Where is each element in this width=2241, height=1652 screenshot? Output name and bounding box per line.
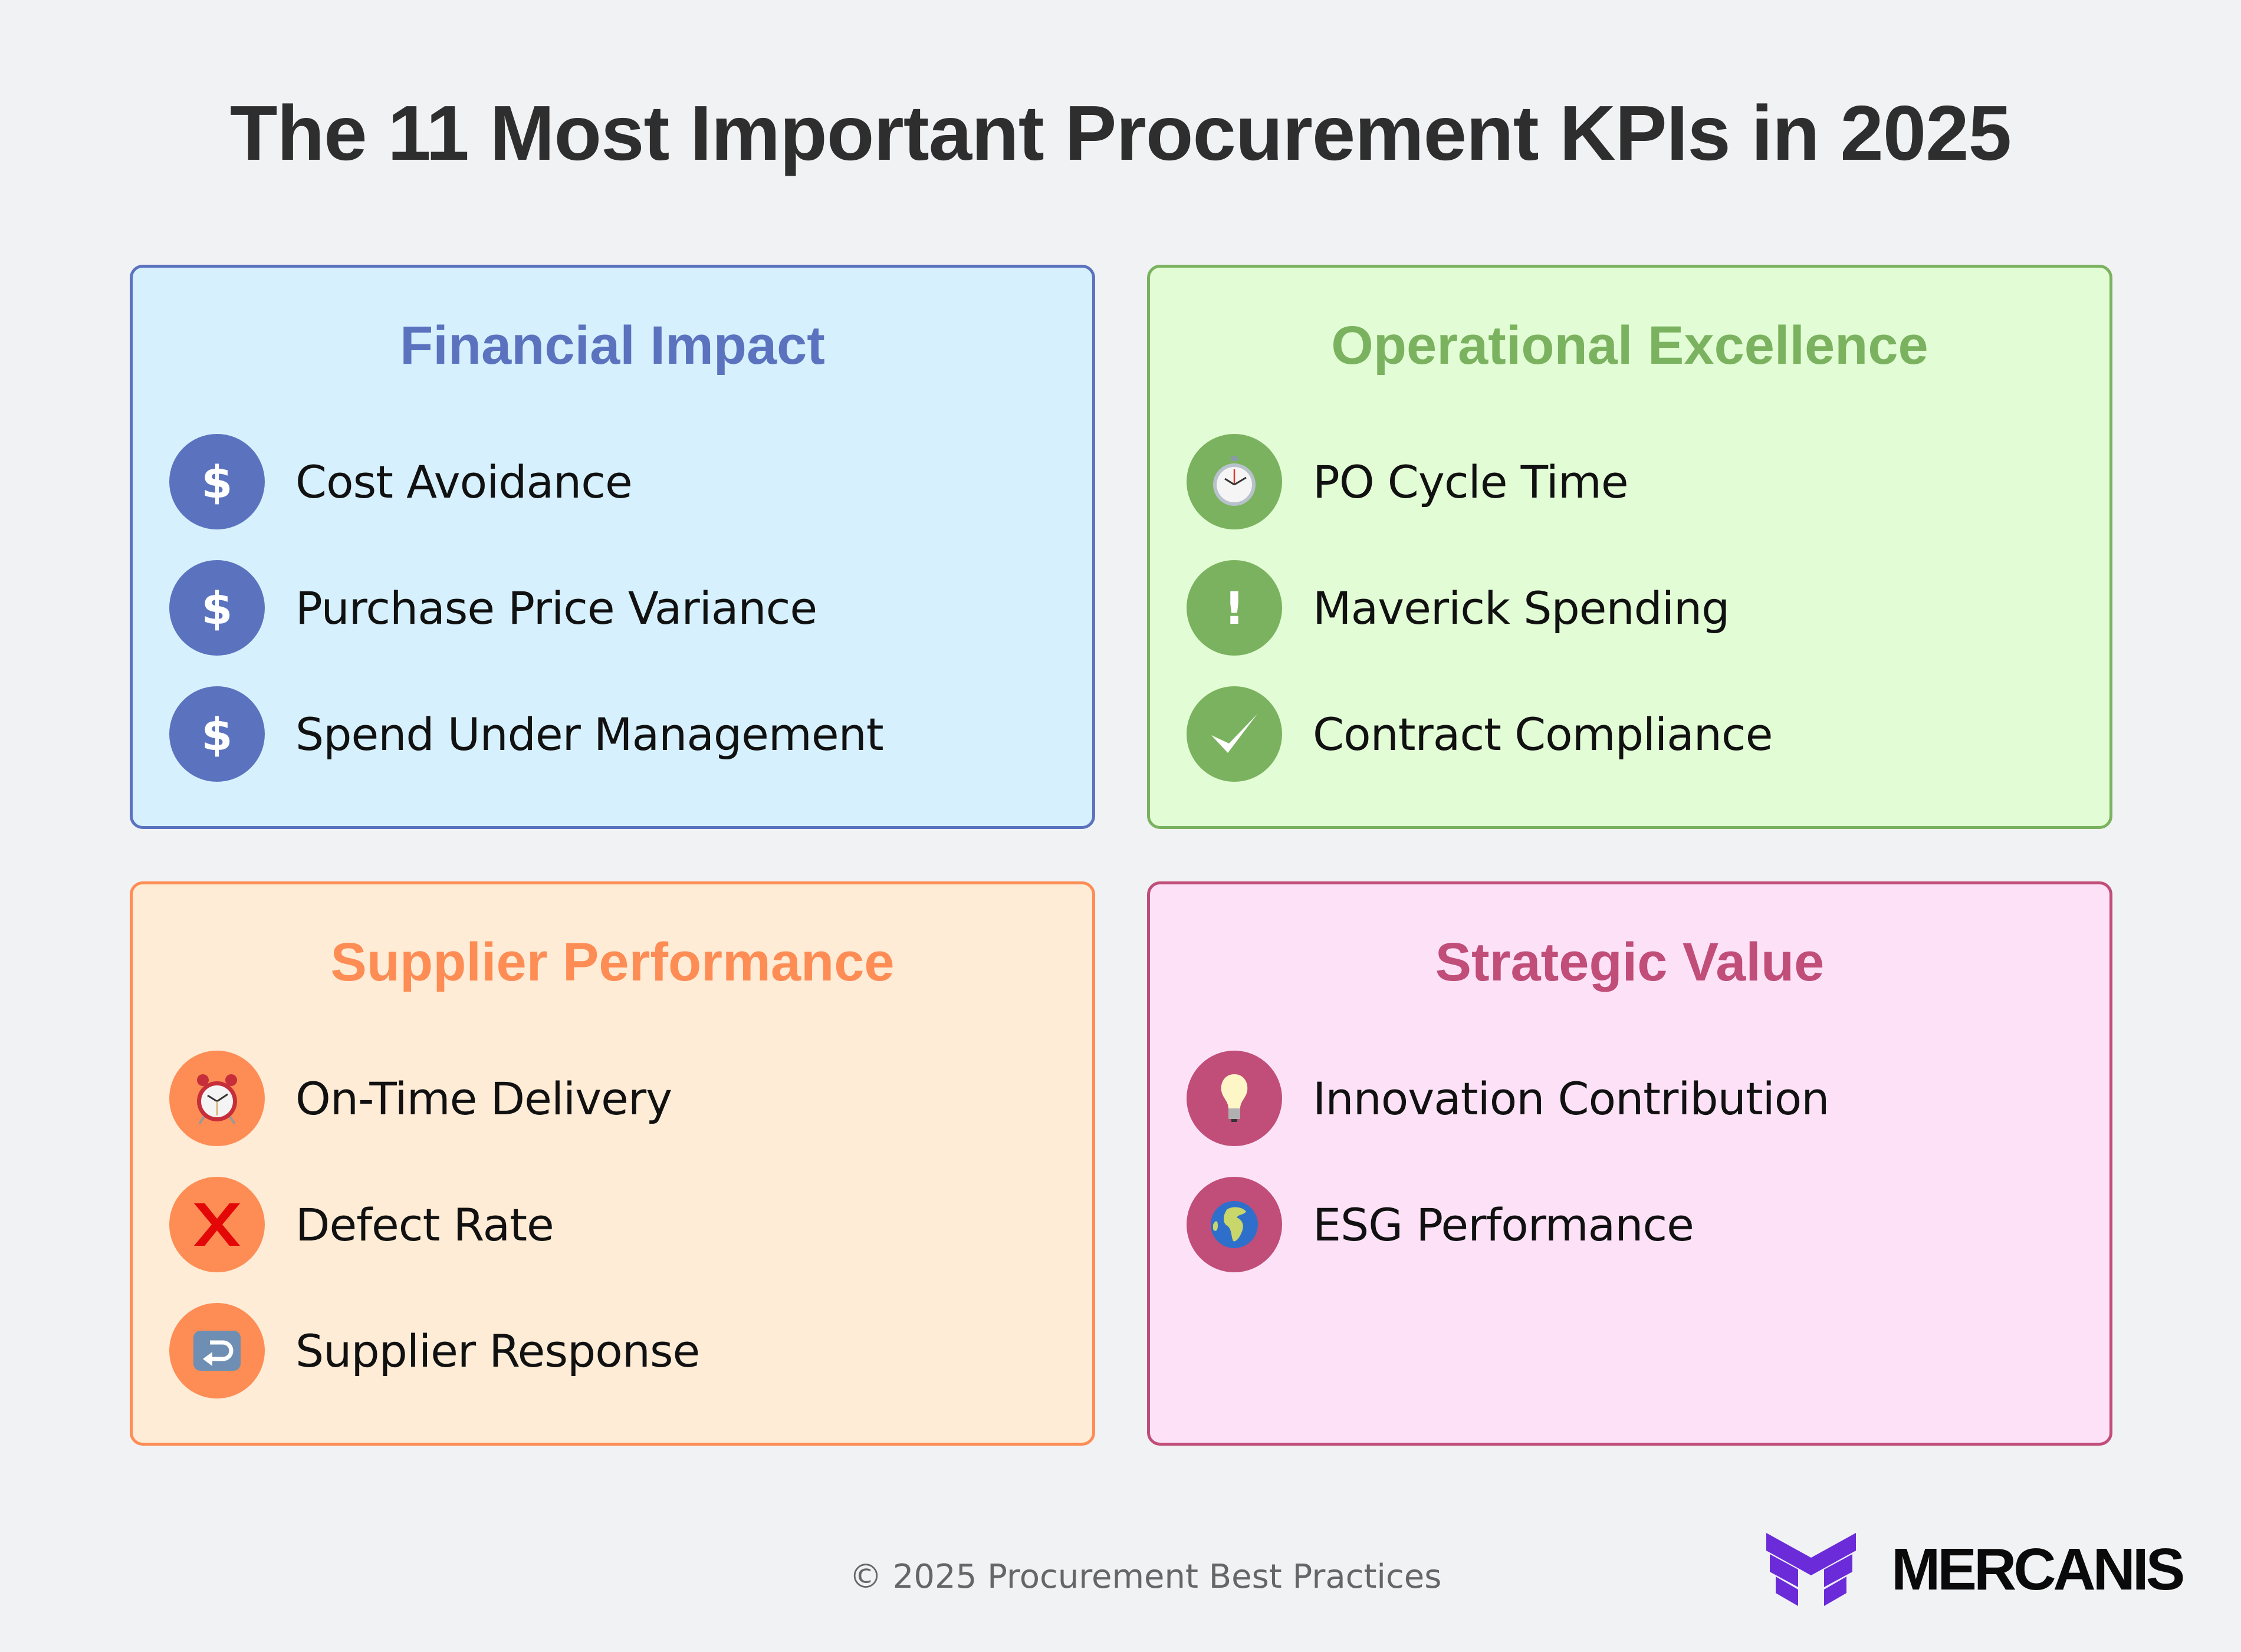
dollar-icon: $: [169, 686, 265, 782]
checkmark-icon: [1187, 686, 1282, 782]
kpi-label: Contract Compliance: [1313, 707, 1773, 761]
globe-icon: [1211, 1201, 1258, 1248]
card-title: Strategic Value: [1435, 932, 1825, 992]
kpi-label: Innovation Contribution: [1313, 1072, 1829, 1125]
card-title: Operational Excellence: [1331, 315, 1928, 376]
kpi-item: Contract Compliance: [1187, 686, 1773, 782]
stopwatch-icon: [1187, 434, 1282, 529]
exclamation-icon: !: [1187, 560, 1282, 656]
kpi-item: Innovation Contribution: [1187, 1051, 1829, 1146]
dollar-icon: $: [169, 560, 265, 656]
globe-icon: [1187, 1177, 1282, 1272]
alarm-clock-icon: [197, 1074, 237, 1125]
return-arrow-icon: [169, 1303, 265, 1398]
card-operational-excellence: Operational Excellence PO Cycle Time ! M…: [1147, 265, 2112, 829]
kpi-label: Maverick Spending: [1313, 581, 1730, 634]
kpi-label: On-Time Delivery: [295, 1072, 672, 1125]
kpi-item: $ Purchase Price Variance: [169, 560, 817, 656]
return-arrow-icon: [193, 1331, 241, 1371]
kpi-item: $ Spend Under Management: [169, 686, 884, 782]
card-title: Supplier Performance: [330, 932, 895, 992]
kpi-label: Purchase Price Variance: [295, 581, 817, 634]
brand-logo: MERCANIS: [1766, 1533, 2185, 1606]
copyright-footer: © 2025 Procurement Best Practices: [849, 1558, 1442, 1596]
card-strategic-value: Strategic Value Innovation Contribution …: [1147, 881, 2112, 1446]
kpi-item: ! Maverick Spending: [1187, 560, 1730, 656]
page-title: The 11 Most Important Procurement KPIs i…: [229, 90, 2012, 176]
kpi-item: Defect Rate: [169, 1177, 554, 1272]
kpi-label: Supplier Response: [295, 1324, 700, 1377]
kpi-label: Cost Avoidance: [295, 455, 633, 508]
dollar-icon: $: [169, 434, 265, 529]
stopwatch-icon: [1213, 456, 1256, 506]
kpi-label: Spend Under Management: [295, 707, 884, 761]
cross-mark-icon: [194, 1203, 240, 1246]
alarm-clock-icon: [169, 1051, 265, 1146]
card-title: Financial Impact: [400, 315, 825, 376]
card-financial-impact: Financial Impact $ Cost Avoidance $ Purc…: [130, 265, 1095, 829]
checkmark-icon: [1211, 714, 1257, 753]
light-bulb-icon: [1187, 1051, 1282, 1146]
kpi-label: PO Cycle Time: [1313, 455, 1629, 508]
kpi-label: ESG Performance: [1313, 1198, 1694, 1251]
kpi-item: PO Cycle Time: [1187, 434, 1629, 529]
brand-name: MERCANIS: [1891, 1536, 2185, 1602]
light-bulb-icon: [1221, 1074, 1248, 1122]
kpi-item: Supplier Response: [169, 1303, 700, 1398]
kpi-item: On-Time Delivery: [169, 1051, 672, 1146]
kpi-item: $ Cost Avoidance: [169, 434, 633, 529]
mercanis-logo-icon: [1766, 1533, 1856, 1606]
kpi-label: Defect Rate: [295, 1198, 554, 1251]
kpi-item: ESG Performance: [1187, 1177, 1694, 1272]
card-supplier-performance: Supplier Performance On-Time Delivery De…: [130, 881, 1095, 1446]
cross-mark-icon: [169, 1177, 265, 1272]
